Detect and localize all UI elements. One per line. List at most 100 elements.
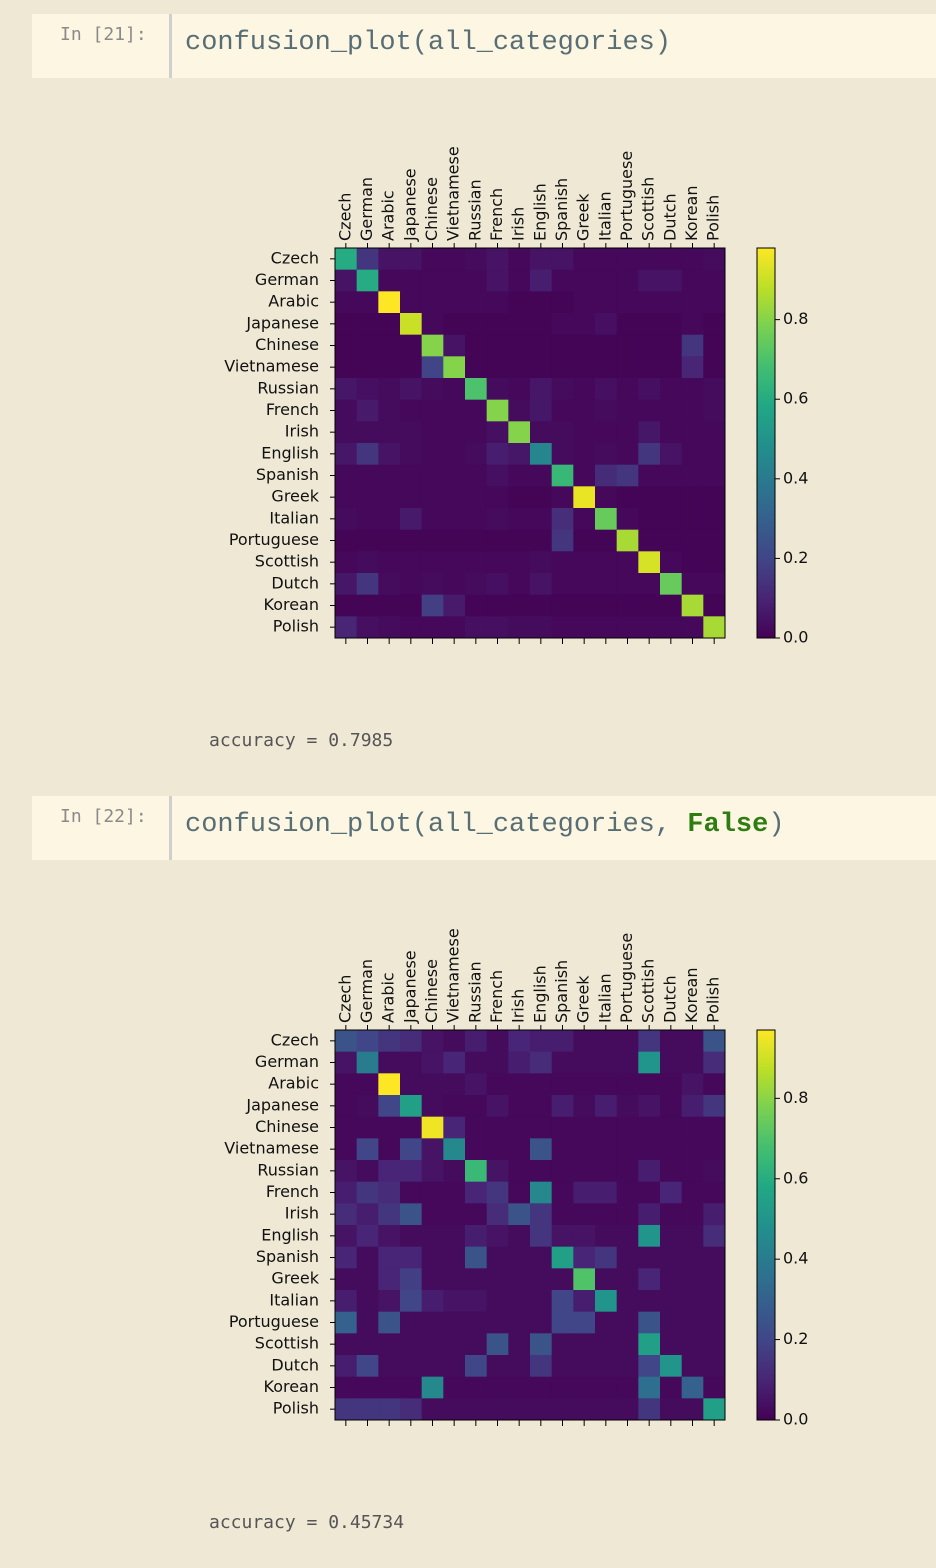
heatmap-cell (335, 1030, 358, 1053)
heatmap-cell (573, 1181, 596, 1204)
heatmap-cell (421, 1268, 444, 1291)
x-tick-label: Russian (465, 179, 484, 241)
heatmap-cell (681, 616, 704, 639)
heatmap-cell (638, 1030, 661, 1053)
x-tick-label: Korean (682, 186, 701, 242)
heatmap-cell (660, 508, 683, 531)
heatmap-cell (551, 551, 574, 574)
heatmap-cell (400, 1290, 423, 1313)
heatmap-cell (400, 594, 423, 617)
heatmap-cell (530, 443, 553, 466)
heatmap-cell (443, 1095, 466, 1118)
heatmap-cell (573, 486, 596, 509)
heatmap-cell (486, 486, 509, 509)
heatmap-cell (421, 334, 444, 357)
heatmap-cell (573, 551, 596, 574)
prompt: In [21]: (60, 24, 147, 45)
heatmap-cell (378, 1160, 401, 1183)
heatmap-cell (530, 269, 553, 292)
heatmap-cell (660, 1311, 683, 1334)
heatmap-cell (443, 594, 466, 617)
heatmap-cell (616, 356, 639, 379)
heatmap-cell (573, 1355, 596, 1378)
x-tick-label: Vietnamese (444, 146, 463, 241)
heatmap-cell (616, 1030, 639, 1053)
heatmap-cell (486, 313, 509, 336)
heatmap-cell (595, 1376, 618, 1399)
heatmap-cell (595, 594, 618, 617)
heatmap-cell (400, 1160, 423, 1183)
heatmap-cell (378, 1398, 401, 1421)
heatmap-cell (486, 248, 509, 271)
heatmap-cell (443, 508, 466, 531)
heatmap-cell (573, 1095, 596, 1118)
heatmap-cell (421, 1203, 444, 1226)
x-tick-label: Japanese (400, 950, 419, 1024)
heatmap-cell (486, 1311, 509, 1334)
heatmap-cell (400, 269, 423, 292)
heatmap-cell (356, 1095, 379, 1118)
heatmap-cell (335, 269, 358, 292)
heatmap-cell (356, 1138, 379, 1161)
heatmap-cell (703, 313, 726, 336)
heatmap-cell (356, 1116, 379, 1139)
heatmap-cell (638, 1268, 661, 1291)
y-tick-label: English (261, 443, 319, 462)
heatmap-cell (508, 291, 531, 314)
heatmap-cell (508, 1355, 531, 1378)
heatmap-cell (616, 1095, 639, 1118)
heatmap-cell (465, 1246, 488, 1269)
heatmap-cell (465, 356, 488, 379)
heatmap-cell (421, 573, 444, 596)
heatmap-cell (356, 313, 379, 336)
heatmap-cell (595, 1225, 618, 1248)
heatmap-cell (616, 1311, 639, 1334)
heatmap-cell (356, 1268, 379, 1291)
heatmap-cell (573, 573, 596, 596)
code[interactable]: confusion_plot(all_categories, False) (185, 810, 785, 840)
heatmap-cell (465, 291, 488, 314)
heatmap-cell (530, 1116, 553, 1139)
heatmap-cell (595, 248, 618, 271)
heatmap-cell (681, 464, 704, 487)
y-tick-label: Japanese (245, 313, 319, 332)
heatmap-cell (638, 291, 661, 314)
heatmap-cell (400, 1268, 423, 1291)
heatmap-cell (378, 1311, 401, 1334)
heatmap-cell (616, 1355, 639, 1378)
heatmap-cell (356, 1225, 379, 1248)
code[interactable]: confusion_plot(all_categories) (185, 28, 671, 58)
y-tick-label: Czech (271, 248, 319, 267)
heatmap-cell (638, 616, 661, 639)
heatmap-cell (508, 1073, 531, 1096)
heatmap-cell (638, 1116, 661, 1139)
heatmap-cell (703, 508, 726, 531)
heatmap-cell (681, 313, 704, 336)
heatmap-cell (356, 1030, 379, 1053)
heatmap-cell (573, 1268, 596, 1291)
output-text: accuracy = 0.45734 (209, 1512, 405, 1533)
heatmap-cell (378, 464, 401, 487)
input-cell[interactable]: In [21]: confusion_plot(all_categories) (32, 14, 936, 78)
heatmap-cell (551, 378, 574, 401)
heatmap-cell (335, 1203, 358, 1226)
heatmap-cell (465, 1073, 488, 1096)
heatmap-cell (465, 1051, 488, 1074)
heatmap-cell (465, 594, 488, 617)
heatmap-cell (465, 1138, 488, 1161)
heatmap-cell (530, 356, 553, 379)
heatmap-cell (400, 1376, 423, 1399)
y-tick-label: Italian (269, 1290, 319, 1309)
heatmap-cell (486, 1225, 509, 1248)
heatmap-cell (335, 1181, 358, 1204)
x-tick-label: Portuguese (617, 933, 636, 1023)
keyword: False (687, 810, 769, 840)
heatmap-cell (551, 1376, 574, 1399)
heatmap-cell (378, 1290, 401, 1313)
heatmap-cell (378, 573, 401, 596)
heatmap-cell (551, 1116, 574, 1139)
heatmap-cell (595, 443, 618, 466)
heatmap-cell (443, 1203, 466, 1226)
heatmap-cell (356, 248, 379, 271)
input-cell[interactable]: In [22]: confusion_plot(all_categories, … (32, 796, 936, 860)
